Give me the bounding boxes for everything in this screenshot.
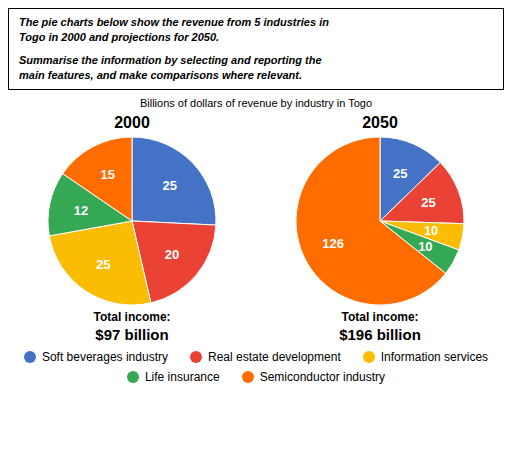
svg-text:126: 126 xyxy=(322,236,344,251)
html-text:Real estate development: Real estate development xyxy=(208,350,341,364)
svg-text:20: 20 xyxy=(165,247,179,262)
html-text:Soft beverages industry: Soft beverages industry xyxy=(41,350,168,364)
svg-text:10: 10 xyxy=(418,239,432,254)
svg-text:25: 25 xyxy=(421,195,435,210)
html-text:Togo in 2000 and projections f: Togo in 2000 and projections for 2050. xyxy=(19,31,220,43)
html-text:The pie charts below show the: The pie charts below show the revenue fr… xyxy=(19,16,329,28)
svg-text:25: 25 xyxy=(162,178,176,193)
html-text:Total income:: Total income: xyxy=(341,310,419,324)
svg-text:15: 15 xyxy=(100,167,114,182)
html-text:Total income:: Total income: xyxy=(93,310,171,324)
html-text:main features, and make compar: main features, and make comparisons wher… xyxy=(19,69,303,81)
html-text:Life insurance: Life insurance xyxy=(144,370,220,384)
html-text:Information services: Information services xyxy=(380,350,489,364)
html-text:2050: 2050 xyxy=(362,114,398,131)
html-text:2000: 2000 xyxy=(114,114,150,131)
svg-text:10: 10 xyxy=(424,223,438,238)
svg-text:25: 25 xyxy=(96,257,110,272)
html-text:Summarise the information by s: Summarise the information by selecting a… xyxy=(19,54,322,66)
html-text:$196 billion: $196 billion xyxy=(339,326,421,343)
svg-text:25: 25 xyxy=(393,166,407,181)
html-text:$97 billion: $97 billion xyxy=(95,326,169,343)
html-text:Billions of dollars of revenue: Billions of dollars of revenue by indust… xyxy=(139,97,373,109)
html-text:Semiconductor industry: Semiconductor industry xyxy=(259,370,385,384)
svg-text:12: 12 xyxy=(74,203,88,218)
